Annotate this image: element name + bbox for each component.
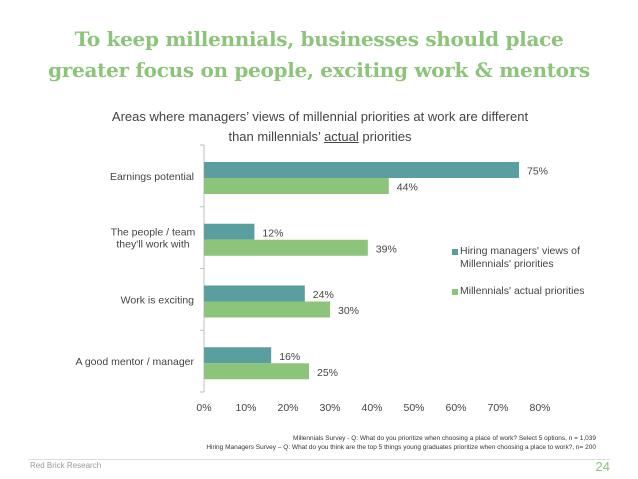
x-tick-label: 60% [445,402,466,414]
footnote: Millennials Survey - Q: What do you prio… [36,434,596,452]
chart-title-line-2: than millennials’ actual priorities [60,127,580,147]
data-label: 12% [262,227,283,239]
data-label: 75% [527,166,548,178]
category-label: Earnings potential [110,171,194,183]
bar-millennials-actual [204,301,330,318]
legend-swatch [452,289,458,295]
x-tick-label: 80% [529,402,550,414]
data-label: 44% [397,182,418,194]
footer-brand: Red Brick Research [30,461,102,470]
x-tick-label: 40% [361,402,382,414]
x-tick-label: 50% [403,402,424,414]
category-label: The people / team [111,227,196,239]
x-tick-label: 30% [319,402,340,414]
category-label: they'll work with [116,239,189,251]
chart-title-text: than millennials’ [228,129,325,144]
data-label: 25% [317,367,338,379]
x-tick-label: 70% [487,402,508,414]
x-tick-label: 20% [277,402,298,414]
x-tick-label: 0% [196,402,211,414]
data-label: 24% [313,289,334,301]
bar-managers-view [204,347,272,364]
bar-managers-view [204,162,519,178]
chart-title-line-1: Areas where managers’ views of millennia… [111,109,529,124]
slide-title-line-1: To keep millennials, businesses should p… [74,27,564,51]
bar-managers-view [204,223,255,240]
legend-item: Millennials' actual priorities [452,285,602,298]
bar-millennials-actual [204,239,368,256]
slide-title: To keep millennials, businesses should p… [0,24,638,86]
chart-legend: Hiring managers' views of Millennials' pr… [452,245,602,312]
bar-millennials-actual [204,178,389,194]
page-number: 24 [595,459,610,474]
slide-title-line-2: greater focus on people, exciting work &… [48,58,590,82]
legend-label: Millennials' actual priorities [460,285,585,297]
category-label: A good mentor / manager [76,356,195,368]
chart-title-underlined: actual [324,129,359,144]
data-label: 30% [338,305,359,317]
data-label: 16% [279,351,300,363]
footer-divider [28,459,610,460]
data-label: 39% [376,243,397,255]
chart-title-text-end: priorities [358,129,412,144]
legend-swatch [452,249,458,255]
legend-item: Hiring managers' views of Millennials' pr… [452,245,602,271]
bar-managers-view [204,285,305,302]
legend-label: Hiring managers' views of Millennials' pr… [460,245,580,270]
category-label: Work is exciting [121,294,194,306]
footnote-managers-survey: Hiring Managers Survey – Q: What do you … [206,444,596,451]
chart-title: Areas where managers’ views of millennia… [60,107,580,147]
x-tick-label: 10% [235,402,256,414]
bar-millennials-actual [204,363,309,380]
footnote-millennials-survey: Millennials Survey - Q: What do you prio… [293,435,596,442]
